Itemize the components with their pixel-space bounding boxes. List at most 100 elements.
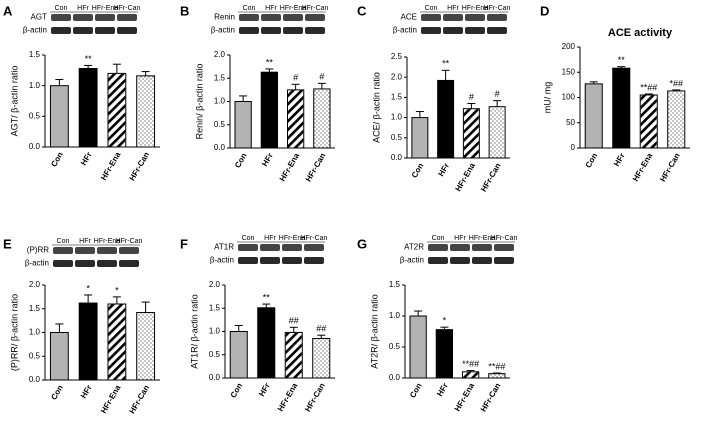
- blot-band: [428, 257, 448, 264]
- x-tick-label: HFr: [79, 151, 94, 167]
- y-tick-label: 2.5: [391, 52, 403, 61]
- blot-band: [304, 244, 324, 251]
- bar-pattern: [314, 89, 330, 148]
- y-tick-label: 1.0: [214, 97, 226, 106]
- significance: *##: [669, 78, 683, 88]
- lane-label: HFr: [264, 235, 276, 242]
- bar: [437, 79, 455, 159]
- y-tick-label: 1.5: [391, 93, 403, 102]
- blot-band: [443, 27, 463, 34]
- y-axis-label: (P)RR/ β-actin ratio: [9, 294, 19, 371]
- lane-label: Con: [242, 235, 255, 242]
- lane-label: HFr-Ena: [279, 235, 306, 242]
- y-tick-label: 1.0: [389, 311, 401, 320]
- significance: **: [85, 54, 93, 64]
- x-tick-label: HFr-Can: [479, 161, 503, 193]
- blot-band: [117, 27, 137, 34]
- error-bar: [415, 111, 424, 118]
- error-bar: [414, 310, 423, 316]
- x-tick-label: HFr: [435, 382, 450, 398]
- significance: **##: [640, 82, 657, 92]
- x-tick-label: HFr-Can: [658, 151, 682, 183]
- significance: ##: [316, 324, 326, 334]
- blot-band: [53, 260, 73, 267]
- y-tick-label: 0.0: [389, 373, 401, 382]
- bar: [49, 85, 69, 148]
- panel-letter: C: [357, 3, 367, 18]
- blot-band: [465, 14, 485, 21]
- blot-band: [238, 244, 258, 251]
- blot-band: [73, 14, 93, 21]
- blot-band: [487, 14, 507, 21]
- x-tick-label: HFr: [260, 152, 275, 168]
- significance: #: [319, 72, 324, 82]
- error-bar: [289, 326, 298, 333]
- error-bar: [262, 303, 271, 308]
- blot-band: [472, 257, 492, 264]
- lane-label: HFr: [79, 238, 91, 245]
- significance: *: [443, 316, 447, 326]
- blot-band: [305, 27, 325, 34]
- blot-band: [51, 14, 71, 21]
- y-axis-label: mU/ mg: [542, 82, 552, 114]
- lane-label: HFr-Ena: [462, 5, 489, 12]
- lane-label: HFr-Can: [116, 238, 143, 245]
- significance: **: [442, 59, 450, 69]
- y-tick-label: 0.5: [209, 350, 221, 359]
- blot-band: [428, 244, 448, 251]
- error-bar: [84, 64, 93, 69]
- blot-label: β-actin: [211, 26, 235, 35]
- panel-letter: E: [3, 236, 12, 251]
- x-tick-label: Con: [410, 161, 426, 179]
- x-tick-label: Con: [233, 151, 249, 169]
- significance: *: [115, 285, 119, 295]
- y-tick-label: 0.5: [391, 133, 403, 142]
- bar-pattern: [640, 95, 657, 148]
- error-bar: [644, 93, 653, 95]
- y-tick-label: 1.5: [209, 303, 221, 312]
- y-tick-label: 1.0: [391, 113, 403, 122]
- blot-band: [260, 257, 280, 264]
- y-tick-label: 0.5: [389, 342, 401, 351]
- error-bar: [234, 324, 243, 332]
- error-bar: [492, 372, 501, 374]
- panel-letter: A: [3, 3, 13, 18]
- y-axis-label: AT1R/ β-actin ratio: [189, 294, 199, 369]
- blot-band: [260, 244, 280, 251]
- x-tick-label: Con: [49, 383, 65, 401]
- error-bar: [291, 83, 300, 90]
- significance: **: [618, 55, 626, 65]
- blot-band: [53, 247, 73, 254]
- panel-letter: D: [540, 3, 549, 18]
- error-bar: [112, 296, 121, 304]
- panel-letter: B: [180, 3, 189, 18]
- bar-pattern: [287, 90, 304, 148]
- blot-band: [494, 244, 514, 251]
- y-tick-label: 0: [571, 143, 576, 152]
- lane-label: HFr: [265, 5, 277, 12]
- error-bar: [441, 69, 450, 81]
- x-tick-label: HFr-Ena: [99, 383, 123, 415]
- lane-label: HFr-Ena: [92, 5, 119, 12]
- significance: **: [263, 292, 271, 302]
- bar: [409, 315, 427, 379]
- error-bar: [672, 89, 681, 91]
- bar-pattern: [137, 313, 155, 380]
- significance: #: [469, 92, 474, 102]
- x-tick-label: HFr-Ena: [276, 381, 300, 413]
- error-bar: [589, 81, 598, 84]
- error-bar: [265, 68, 274, 73]
- blot-band: [75, 260, 95, 267]
- blot-band: [239, 27, 259, 34]
- x-tick-label: HFr: [436, 162, 451, 178]
- blot-band: [119, 247, 139, 254]
- bar: [78, 67, 98, 148]
- chart-title: ACE activity: [608, 27, 673, 39]
- bar-pattern: [463, 109, 479, 158]
- error-bar: [617, 66, 626, 69]
- lane-label: Con: [55, 5, 68, 12]
- blot-band: [238, 257, 258, 264]
- error-bar: [239, 95, 248, 102]
- blot-label: β-actin: [25, 259, 49, 268]
- x-tick-label: HFr-Can: [304, 151, 328, 183]
